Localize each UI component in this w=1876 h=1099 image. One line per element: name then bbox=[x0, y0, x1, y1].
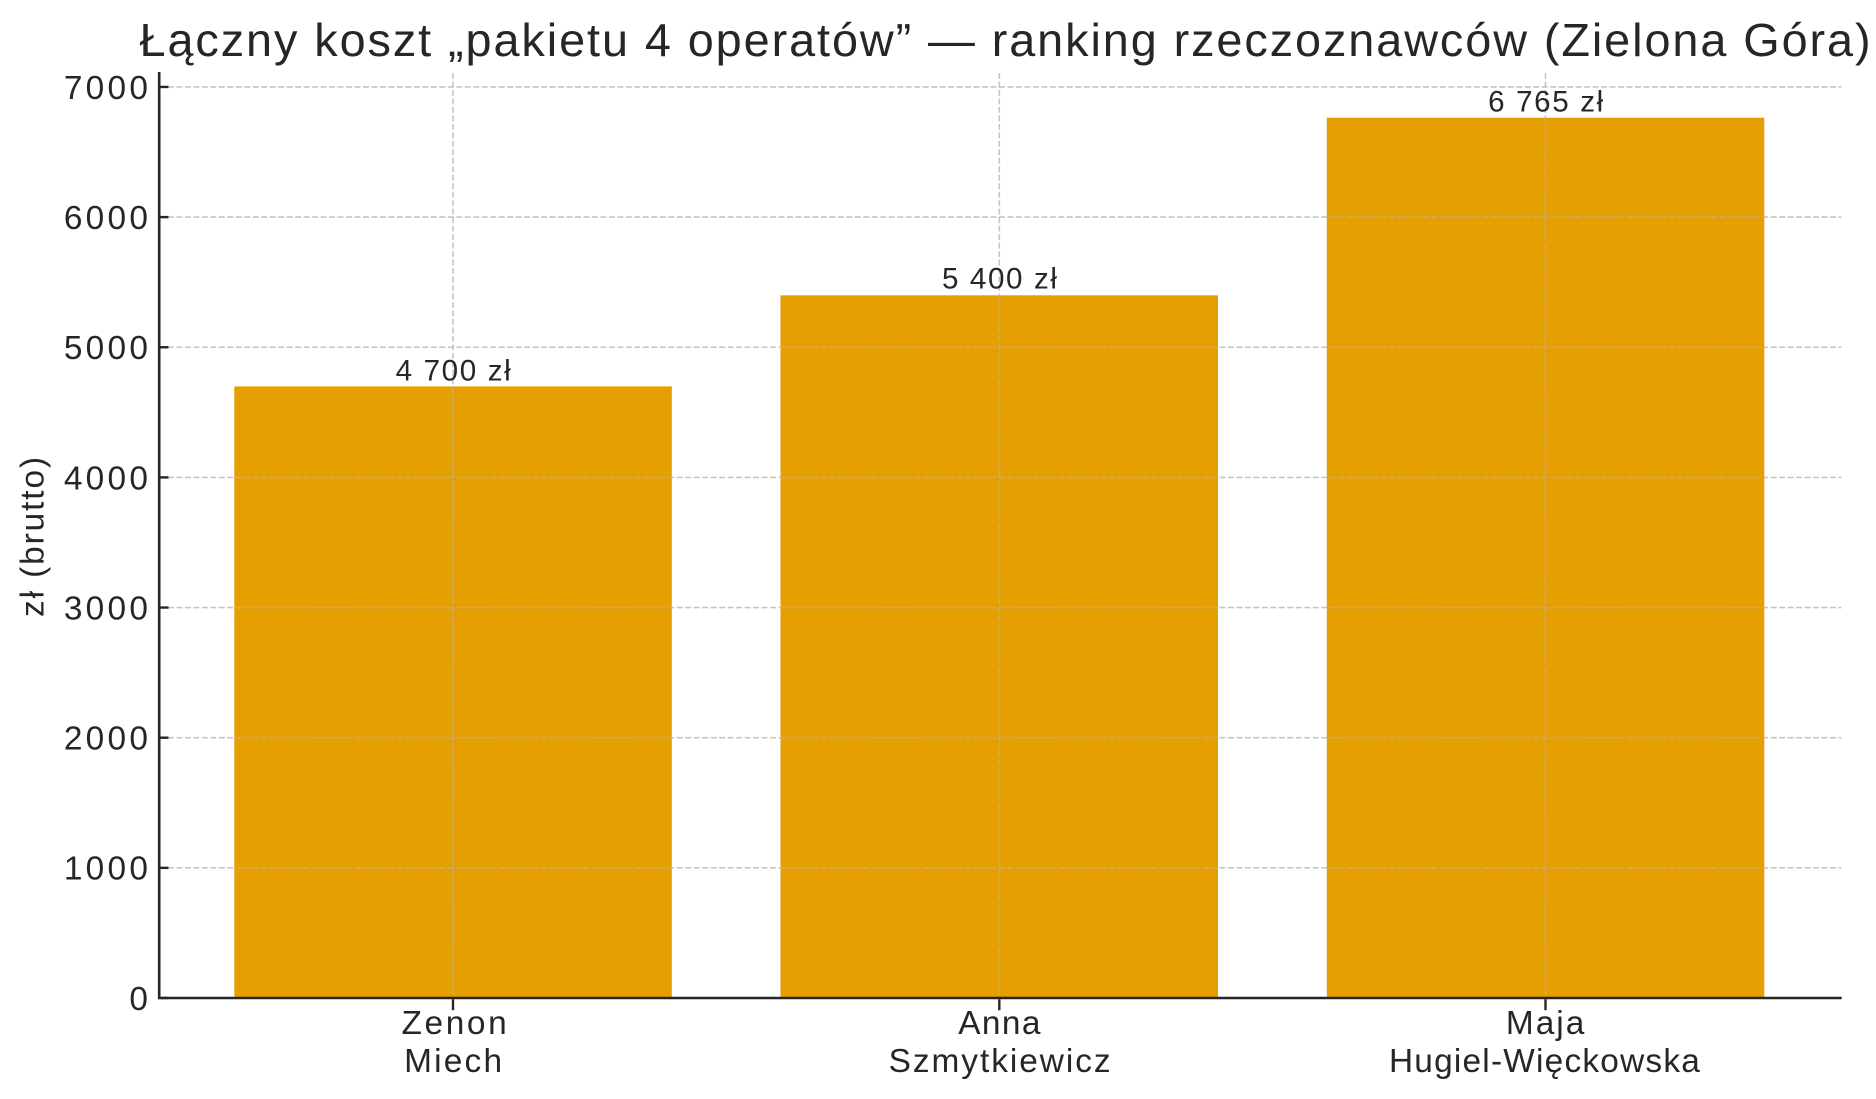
svg-text:4 700 zł: 4 700 zł bbox=[396, 355, 513, 388]
svg-text:1000: 1000 bbox=[64, 851, 151, 888]
svg-text:5 400 zł: 5 400 zł bbox=[942, 263, 1059, 296]
svg-text:Maja: Maja bbox=[1506, 1005, 1587, 1042]
svg-text:0: 0 bbox=[129, 981, 151, 1018]
svg-text:Miech: Miech bbox=[404, 1043, 504, 1080]
svg-text:2000: 2000 bbox=[64, 721, 151, 758]
svg-text:6000: 6000 bbox=[64, 200, 151, 237]
svg-text:zł (brutto): zł (brutto) bbox=[15, 455, 52, 617]
svg-text:Anna: Anna bbox=[958, 1005, 1042, 1042]
svg-text:Zenon: Zenon bbox=[402, 1005, 510, 1042]
svg-text:Łączny koszt „pakietu 4 operat: Łączny koszt „pakietu 4 operatów” — rank… bbox=[140, 14, 1873, 66]
svg-text:6 765 zł: 6 765 zł bbox=[1488, 85, 1605, 118]
svg-text:5000: 5000 bbox=[64, 330, 151, 367]
svg-text:Hugiel-Więckowska: Hugiel-Więckowska bbox=[1389, 1043, 1701, 1080]
svg-text:3000: 3000 bbox=[64, 590, 151, 627]
svg-text:Szmytkiewicz: Szmytkiewicz bbox=[889, 1043, 1113, 1080]
svg-text:7000: 7000 bbox=[64, 70, 151, 107]
svg-text:4000: 4000 bbox=[64, 460, 151, 497]
